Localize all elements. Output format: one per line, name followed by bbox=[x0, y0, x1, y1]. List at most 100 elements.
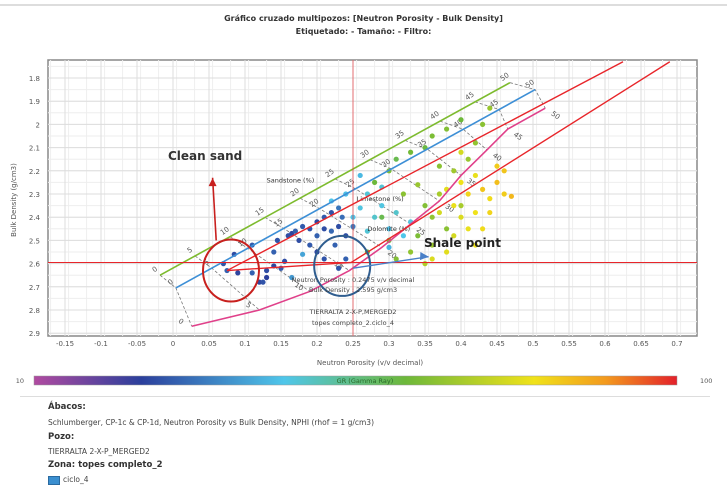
porosity-label-limestone: 50 bbox=[524, 78, 536, 90]
data-point bbox=[343, 256, 349, 262]
data-point bbox=[422, 203, 428, 209]
y-tick-label: 2 bbox=[36, 121, 40, 129]
data-point bbox=[501, 168, 507, 174]
y-tick-label: 2.6 bbox=[29, 261, 41, 269]
data-point bbox=[472, 172, 478, 179]
gr-colorbar bbox=[34, 376, 677, 385]
porosity-label-dolomite: 40 bbox=[491, 151, 503, 163]
data-point bbox=[458, 149, 464, 155]
data-point bbox=[393, 156, 399, 162]
porosity-label-dolomite: 30 bbox=[444, 202, 456, 214]
porosity-label-limestone: 15 bbox=[273, 217, 285, 229]
data-point bbox=[444, 249, 450, 255]
data-point bbox=[444, 126, 450, 132]
y-tick-label: 2.2 bbox=[29, 168, 40, 176]
data-point bbox=[508, 193, 514, 199]
data-point bbox=[300, 223, 306, 230]
data-point bbox=[400, 191, 406, 197]
abacos-label: Ábacos: bbox=[48, 402, 86, 412]
porosity-label-sandstone: 5 bbox=[186, 246, 194, 255]
data-point bbox=[465, 191, 471, 197]
y-tick-label: 1.9 bbox=[29, 98, 40, 106]
zona-item[interactable]: ciclo_4 bbox=[48, 475, 89, 485]
x-tick-label: 0.3 bbox=[383, 340, 394, 348]
data-point bbox=[465, 156, 471, 162]
y-tick-label: 2.9 bbox=[29, 330, 40, 338]
data-point bbox=[408, 149, 414, 155]
data-point bbox=[422, 261, 428, 267]
shale-line-upper bbox=[226, 61, 624, 272]
porosity-label-limestone: 35 bbox=[416, 138, 428, 150]
porosity-label-limestone: 40 bbox=[452, 118, 464, 130]
data-point bbox=[289, 274, 295, 281]
x-tick-label: 0.1 bbox=[239, 340, 250, 348]
x-tick-label: 0.5 bbox=[527, 340, 538, 348]
x-tick-label: -0.15 bbox=[56, 340, 74, 348]
data-point bbox=[321, 226, 327, 232]
porosity-label-sandstone: 15 bbox=[254, 206, 266, 218]
shale-point-arrow bbox=[352, 255, 429, 269]
data-point bbox=[332, 242, 338, 248]
shale-point-arrow-head bbox=[419, 252, 429, 261]
shale-point-label: Shale point bbox=[424, 236, 501, 250]
plot-area bbox=[47, 59, 698, 337]
data-point bbox=[393, 256, 399, 262]
crossplot-chart[interactable]: -0.15 -0.1 -0.05 0 0.05 0.1 0.15 0.2 0.25 0.3 0.35… bbox=[0, 0, 727, 395]
legend-divider bbox=[20, 396, 710, 397]
data-point bbox=[372, 179, 378, 185]
data-point bbox=[429, 133, 435, 139]
data-point bbox=[480, 226, 486, 232]
data-point bbox=[436, 209, 442, 216]
x-tick-label: 0.2 bbox=[311, 340, 322, 348]
data-point bbox=[372, 214, 378, 220]
abacos-value: Schlumberger, CP-1c & CP-1d, Neutron Por… bbox=[48, 418, 374, 427]
data-point bbox=[235, 270, 241, 276]
data-point bbox=[300, 251, 306, 257]
data-point bbox=[307, 242, 313, 248]
porosity-label-sandstone: 20 bbox=[289, 187, 301, 199]
data-point bbox=[328, 228, 334, 234]
data-point bbox=[274, 237, 280, 243]
porosity-label-limestone: 25 bbox=[344, 177, 356, 189]
porosity-label-sandstone: 45 bbox=[464, 90, 476, 102]
y-tick-label: 2.1 bbox=[29, 145, 40, 153]
data-point bbox=[264, 274, 270, 281]
porosity-label-dolomite: 20 bbox=[386, 249, 398, 261]
iso-porosity-line bbox=[439, 120, 488, 151]
y-tick-label: 2.5 bbox=[29, 237, 40, 245]
data-point bbox=[249, 270, 255, 276]
porosity-label-sandstone: 25 bbox=[324, 167, 336, 179]
sandstone-label: Sandstone (%) bbox=[267, 176, 315, 184]
data-point bbox=[339, 214, 345, 220]
data-point bbox=[472, 242, 478, 248]
data-point bbox=[260, 279, 266, 285]
data-point bbox=[487, 196, 493, 202]
data-point bbox=[379, 203, 385, 209]
data-point bbox=[386, 226, 392, 232]
porosity-label-sandstone: 10 bbox=[219, 225, 231, 237]
porosity-label-sandstone: 40 bbox=[429, 110, 441, 122]
data-point bbox=[328, 209, 334, 216]
zona-label: Zona: topes completo_2 bbox=[48, 460, 163, 470]
data-point bbox=[408, 249, 414, 255]
data-point bbox=[393, 209, 399, 216]
data-point bbox=[336, 223, 342, 230]
data-point bbox=[415, 233, 421, 239]
data-point bbox=[357, 172, 363, 179]
porosity-label-limestone: 20 bbox=[308, 197, 320, 209]
y-tick-label: 2.3 bbox=[29, 191, 40, 199]
limestone-line bbox=[175, 88, 536, 289]
limestone-label: Limestone (%) bbox=[357, 195, 404, 203]
x-tick-label: 0.4 bbox=[455, 340, 467, 348]
y-tick-label: 2.4 bbox=[29, 214, 41, 222]
data-point bbox=[444, 226, 450, 232]
data-point bbox=[296, 237, 302, 243]
clean-sand-label: Clean sand bbox=[168, 149, 242, 163]
data-point bbox=[415, 182, 421, 188]
data-point bbox=[436, 191, 442, 197]
dolomite-label: Dolomite (%) bbox=[367, 225, 410, 233]
data-point bbox=[264, 267, 270, 274]
x-tick-label: 0.35 bbox=[417, 340, 433, 348]
porosity-label-dolomite: 0 bbox=[177, 317, 185, 326]
